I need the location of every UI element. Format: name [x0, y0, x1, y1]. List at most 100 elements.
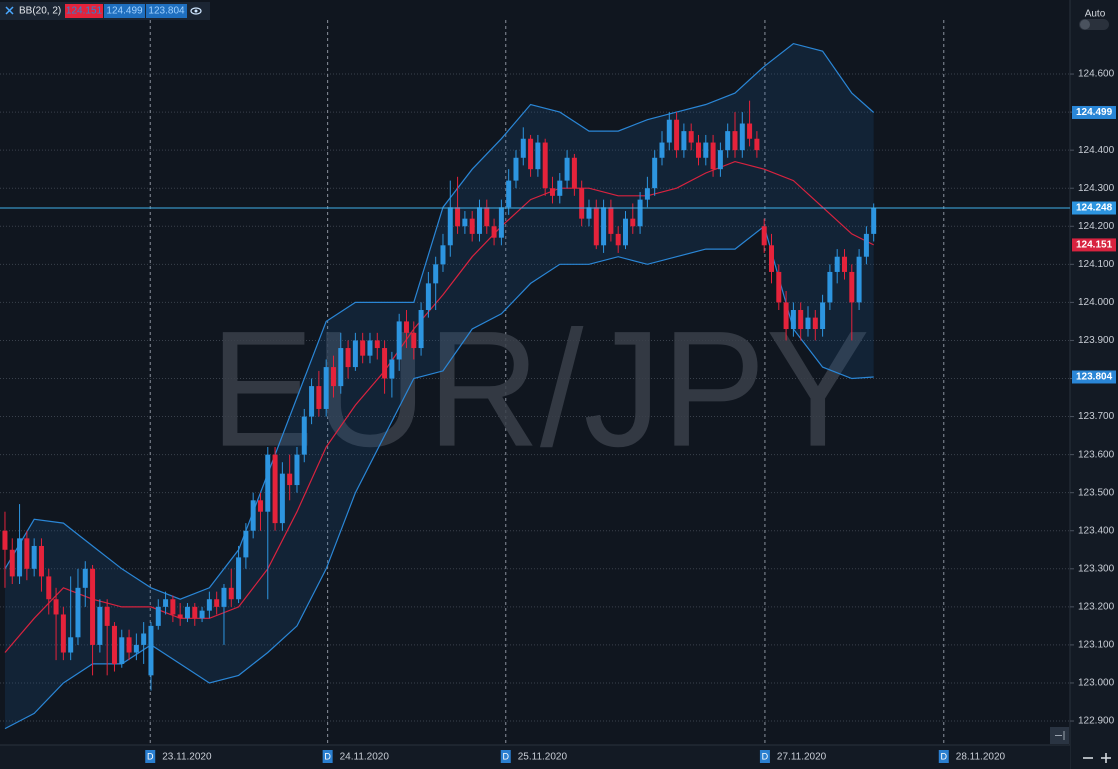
candle-body: [790, 310, 796, 330]
y-tick-label: 123.400: [1078, 525, 1115, 536]
scroll-to-end-button[interactable]: [1050, 727, 1069, 744]
y-tick-label: 124.100: [1078, 259, 1115, 270]
day-badge-label: D: [941, 751, 948, 761]
candle-body: [119, 637, 125, 664]
candle-body: [301, 416, 307, 455]
price-axis: [1070, 0, 1118, 769]
candle-body: [681, 131, 687, 151]
candle-body: [257, 500, 263, 512]
eye-icon[interactable]: [190, 7, 202, 15]
candle-body: [805, 317, 811, 330]
close-icon[interactable]: [5, 6, 14, 15]
day-badge: [500, 750, 511, 763]
candle-body: [549, 188, 555, 196]
zoom-in-button[interactable]: [1101, 753, 1111, 763]
time-axis: [0, 745, 1070, 769]
candle-body: [60, 614, 66, 653]
candle-body: [265, 454, 271, 512]
candle-body: [659, 142, 665, 158]
candle-body: [403, 321, 409, 333]
candle-body: [31, 545, 37, 569]
candle-body: [75, 587, 81, 638]
candle-body: [455, 207, 461, 227]
price-badge-label: 124.151: [1076, 240, 1113, 251]
y-tick-label: 124.000: [1078, 297, 1115, 308]
candle-body: [520, 138, 526, 158]
candle-body: [747, 123, 753, 139]
candle-body: [367, 340, 373, 356]
price-badge-label: 123.804: [1076, 372, 1113, 383]
candle-body: [323, 367, 329, 409]
candle-body: [177, 614, 183, 619]
candle-body: [68, 637, 74, 653]
candle-body: [228, 587, 234, 600]
candle-body: [754, 138, 760, 151]
legend-badge: [104, 4, 145, 18]
candle-body: [360, 340, 366, 356]
candle-body: [601, 207, 607, 246]
candle-body: [90, 568, 96, 645]
candle-body: [97, 606, 103, 645]
auto-toggle[interactable]: [1079, 19, 1109, 30]
day-badge: [759, 750, 770, 763]
x-tick-label: 23.11.2020: [162, 752, 212, 763]
candle-body: [411, 332, 417, 349]
candle-body: [82, 568, 88, 588]
candle-body: [615, 233, 621, 246]
candle-body: [812, 317, 818, 330]
candle-body: [38, 545, 44, 577]
candle-body: [535, 142, 541, 170]
candle-body: [111, 625, 117, 664]
candle-body: [17, 538, 23, 577]
legend-value: 124.151: [66, 6, 103, 17]
candle-body: [221, 587, 227, 607]
price-badge-label: 124.248: [1076, 203, 1113, 214]
candle-body: [294, 454, 300, 486]
candle-body: [250, 500, 256, 531]
candle-body: [484, 207, 490, 227]
candle-body: [396, 321, 402, 360]
candle-body: [644, 188, 650, 200]
y-tick-label: 123.200: [1078, 601, 1115, 612]
candle-body: [498, 207, 504, 238]
candle-body: [513, 157, 519, 181]
price-badge: [1072, 201, 1116, 215]
y-tick-label: 122.900: [1078, 716, 1115, 727]
candle-body: [440, 245, 446, 265]
y-tick-label: 123.100: [1078, 640, 1115, 651]
candle-body: [841, 256, 847, 272]
indicator-name: BB(20, 2): [19, 6, 61, 17]
candle-body: [761, 226, 767, 246]
candle-body: [768, 245, 774, 272]
candle-body: [338, 348, 344, 387]
candles: [2, 100, 877, 691]
candle-body: [630, 218, 636, 227]
y-tick-label: 124.200: [1078, 221, 1115, 232]
y-tick-label: 123.500: [1078, 487, 1115, 498]
candle-body: [46, 576, 52, 600]
candle-body: [622, 218, 628, 246]
day-badge: [938, 750, 949, 763]
candle-body: [579, 188, 585, 219]
band-fill: [4, 43, 874, 729]
candle-body: [695, 142, 701, 158]
candle-body: [309, 386, 315, 417]
candle-body: [24, 538, 30, 569]
candle-body: [863, 233, 869, 257]
candle-body: [447, 207, 453, 246]
legend-value: 123.804: [148, 6, 185, 17]
candle-body: [783, 302, 789, 330]
grid: [0, 20, 1070, 745]
day-badge-label: D: [503, 751, 510, 761]
candle-body: [776, 271, 782, 303]
candle-body: [53, 599, 59, 615]
candle-body: [564, 157, 570, 181]
band-line: [4, 160, 874, 653]
legend-badge: [146, 4, 187, 18]
y-tick-label: 124.600: [1078, 69, 1115, 80]
candle-body: [739, 123, 745, 151]
candle-body: [491, 226, 497, 238]
y-tick-label: 123.000: [1078, 678, 1115, 689]
candle-body: [666, 119, 672, 143]
y-tick-label: 123.700: [1078, 411, 1115, 422]
